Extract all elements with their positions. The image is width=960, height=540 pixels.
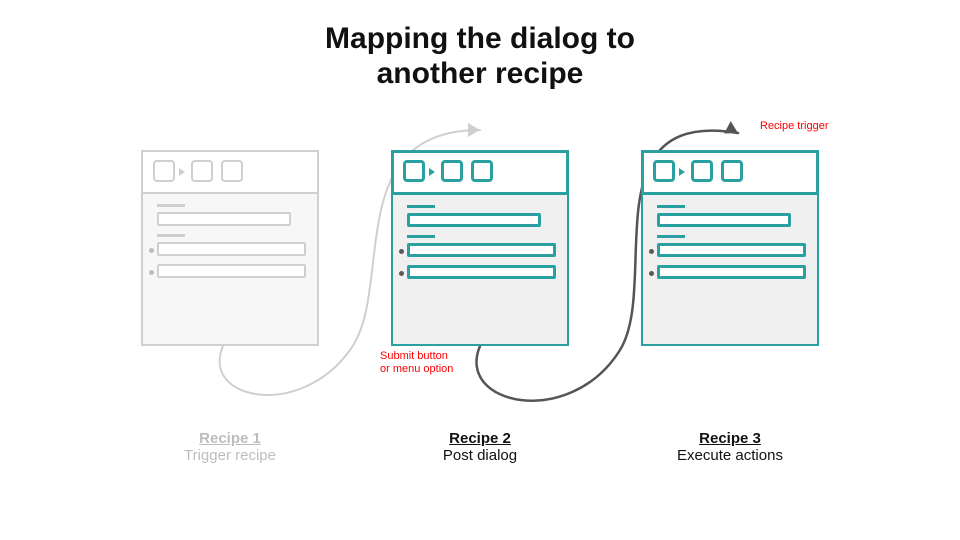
header-step-3-icon	[721, 160, 743, 182]
header-step-1-icon	[403, 160, 425, 182]
header-step-1-icon	[653, 160, 675, 182]
header-step-1-icon	[153, 160, 175, 182]
field-label-1	[157, 204, 185, 207]
field-1	[407, 213, 541, 227]
bullet-3-icon	[149, 270, 154, 275]
bullet-3-icon	[399, 271, 404, 276]
bullet-2-icon	[149, 248, 154, 253]
header-step-3-icon	[471, 160, 493, 182]
diagram-title: Mapping the dialog toanother recipe	[0, 22, 960, 91]
caption-sub: Execute actions	[611, 447, 849, 464]
field-2	[407, 243, 556, 257]
chevron-right-icon	[179, 168, 185, 176]
field-label-2	[407, 235, 435, 238]
caption-recipe2: Recipe 2Post dialog	[361, 430, 599, 464]
caption-sub: Trigger recipe	[111, 447, 349, 464]
annotation-submit: Submit buttonor menu option	[380, 350, 453, 376]
caption-name: Recipe 3	[611, 430, 849, 447]
caption-name: Recipe 1	[111, 430, 349, 447]
recipe-card-recipe3	[641, 150, 819, 346]
recipe-card-recipe2	[391, 150, 569, 346]
header-step-3-icon	[221, 160, 243, 182]
field-3	[407, 265, 556, 279]
field-label-2	[157, 234, 185, 237]
field-3	[157, 264, 306, 278]
field-2	[157, 242, 306, 256]
chevron-right-icon	[679, 168, 685, 176]
annotation-trigger: Recipe trigger	[760, 120, 828, 132]
header-step-2-icon	[191, 160, 213, 182]
field-label-1	[657, 205, 685, 208]
bullet-3-icon	[649, 271, 654, 276]
card-body	[643, 195, 817, 344]
card-body	[393, 195, 567, 344]
header-step-2-icon	[691, 160, 713, 182]
recipe-card-recipe1	[141, 150, 319, 346]
field-label-2	[657, 235, 685, 238]
field-1	[657, 213, 791, 227]
bullet-2-icon	[399, 249, 404, 254]
field-label-1	[407, 205, 435, 208]
caption-sub: Post dialog	[361, 447, 599, 464]
caption-recipe3: Recipe 3Execute actions	[611, 430, 849, 464]
header-step-2-icon	[441, 160, 463, 182]
field-3	[657, 265, 806, 279]
chevron-right-icon	[429, 168, 435, 176]
field-1	[157, 212, 291, 226]
bullet-2-icon	[649, 249, 654, 254]
card-body	[143, 194, 317, 344]
caption-recipe1: Recipe 1Trigger recipe	[111, 430, 349, 464]
caption-name: Recipe 2	[361, 430, 599, 447]
field-2	[657, 243, 806, 257]
